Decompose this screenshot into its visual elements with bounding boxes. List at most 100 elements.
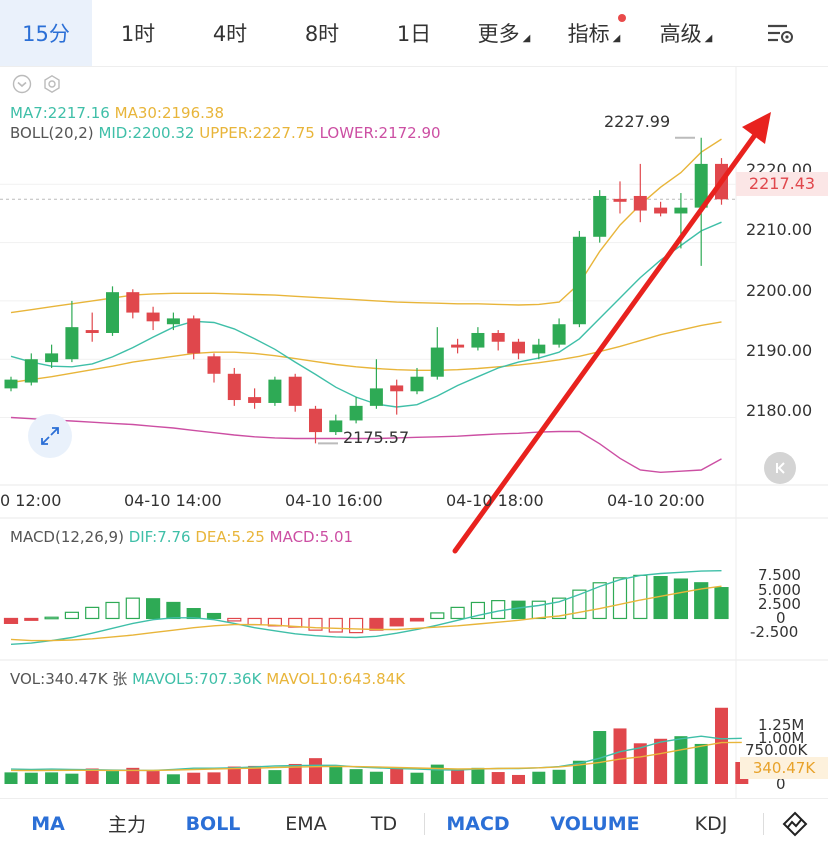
price-chart[interactable]: [0, 66, 828, 798]
volume-bar: [390, 767, 404, 784]
candle-body: [248, 397, 262, 403]
indicator-td[interactable]: TD: [344, 799, 424, 848]
macd-bar: [146, 598, 161, 620]
price-tick-label: 2210.00: [746, 220, 813, 239]
tab-more[interactable]: 更多 ◢: [460, 0, 548, 66]
macd-bar: [206, 612, 222, 620]
volume-bar: [552, 769, 566, 784]
indicator-ma-label: MA: [31, 812, 65, 835]
vol-tick-label: 0: [776, 775, 786, 793]
expand-arrows-icon: [41, 427, 59, 445]
volume-bar: [187, 772, 201, 784]
indicator-volume[interactable]: VOLUME: [531, 799, 659, 848]
vol-tick-label: 1.25M: [758, 716, 805, 734]
current-price-value: 2217.43: [748, 174, 816, 193]
volume-bar: [288, 763, 302, 784]
indicator-volume-label: VOLUME: [550, 812, 640, 835]
scroll-to-latest-button[interactable]: [764, 452, 796, 484]
volume-bar: [613, 728, 627, 784]
candle-body: [268, 379, 282, 403]
candle-body: [512, 341, 525, 354]
macd-bar: [531, 600, 546, 620]
current-price-tag: 2217.43: [736, 172, 828, 196]
macd-hist-value: MACD:5.01: [269, 528, 354, 546]
volume-bar: [512, 774, 525, 784]
macd-bar: [166, 601, 181, 620]
indicator-bar: MA 主力 BOLL EMA TD MACD VOLUME KDJ: [0, 798, 828, 848]
tab-8h-label: 8时: [304, 22, 340, 46]
candle-body: [390, 385, 404, 392]
volume-bar: [451, 770, 465, 784]
tab-4h-label: 4时: [212, 22, 248, 46]
fullscreen-button[interactable]: [28, 414, 72, 458]
indicator-main[interactable]: 主力: [96, 799, 158, 848]
tab-1h[interactable]: 1时: [92, 0, 184, 66]
tab-8h[interactable]: 8时: [276, 0, 368, 66]
indicator-macd[interactable]: MACD: [425, 799, 531, 848]
tab-advanced[interactable]: 高级 ◢: [640, 0, 732, 66]
candle-body: [491, 332, 505, 342]
macd-bar: [694, 582, 709, 620]
boll-upper-value: UPPER:2227.75: [199, 124, 315, 142]
volume-bar: [471, 767, 485, 784]
timeframe-bar: 15分 1时 4时 8时 1日 更多 ◢ 指标 ◢ 高级 ◢: [0, 0, 828, 67]
ma7-value: MA7:2217.16: [10, 104, 110, 122]
candle-body: [654, 207, 668, 214]
current-volume-tag: 340.47K: [740, 757, 828, 779]
volume-bar: [24, 772, 38, 784]
chart-settings-button[interactable]: [732, 0, 828, 66]
macd-tick-label: -2.500: [750, 623, 799, 641]
candle-body: [227, 373, 241, 401]
macd-bar: [673, 578, 689, 620]
tab-indicators-label: 指标: [567, 22, 610, 46]
price-tick-label: 2200.00: [746, 281, 813, 300]
tab-indicators[interactable]: 指标 ◢: [548, 0, 640, 66]
tab-15m[interactable]: 15分: [0, 0, 92, 66]
macd-tick-label: 7.500: [758, 566, 801, 584]
volume-bar: [654, 738, 668, 784]
candle-body: [572, 236, 586, 325]
tab-1d[interactable]: 1日: [368, 0, 460, 66]
volume-bar: [491, 772, 505, 784]
boll-legend: BOLL(20,2) MID:2200.32 UPPER:2227.75 LOW…: [10, 124, 441, 142]
vol-legend: VOL:340.47K 张 MAVOL5:707.36K MAVOL10:643…: [10, 668, 405, 689]
candle-body: [24, 359, 38, 383]
candle-body: [65, 327, 79, 360]
volume-bar: [248, 765, 262, 784]
volume-bar: [329, 765, 343, 784]
indicator-boll-label: BOLL: [185, 812, 241, 835]
macd-bar: [349, 617, 364, 634]
dropdown-corner-icon: ◢: [704, 32, 713, 44]
drawing-tools-button[interactable]: [764, 799, 826, 848]
drawing-tool-icon: [782, 811, 808, 836]
indicator-kdj[interactable]: KDJ: [659, 799, 763, 848]
macd-tick-label: 5.000: [758, 581, 801, 599]
tab-4h[interactable]: 4时: [184, 0, 276, 66]
tab-1h-label: 1时: [120, 22, 156, 46]
mavol10-value: MAVOL10:643.84K: [266, 670, 406, 688]
indicator-settings-icon[interactable]: [42, 74, 62, 94]
collapse-chevron-icon[interactable]: [12, 74, 32, 94]
candle-body: [430, 347, 444, 377]
candle-body: [694, 163, 708, 208]
indicator-boll[interactable]: BOLL: [158, 799, 268, 848]
jump-latest-icon: [776, 462, 785, 474]
macd-dif-line: [10, 570, 722, 645]
indicator-divider: [763, 812, 764, 835]
candle-body: [166, 318, 180, 325]
macd-bar: [64, 611, 80, 620]
macd-bar: [491, 600, 506, 620]
tab-1d-label: 1日: [396, 22, 432, 46]
volume-bar: [309, 758, 322, 784]
candle-body: [207, 356, 221, 374]
volume-bar: [694, 743, 708, 784]
tab-15m-label: 15分: [22, 22, 70, 46]
candle-body: [45, 353, 59, 363]
annotation-arrow-line: [452, 132, 758, 554]
candle-body: [85, 330, 99, 333]
macd-bar: [85, 606, 100, 620]
indicator-ma[interactable]: MA: [0, 799, 96, 848]
vol-tick-label: 1.00M: [758, 729, 805, 747]
macd-bar: [511, 600, 526, 620]
indicator-ema[interactable]: EMA: [268, 799, 344, 848]
